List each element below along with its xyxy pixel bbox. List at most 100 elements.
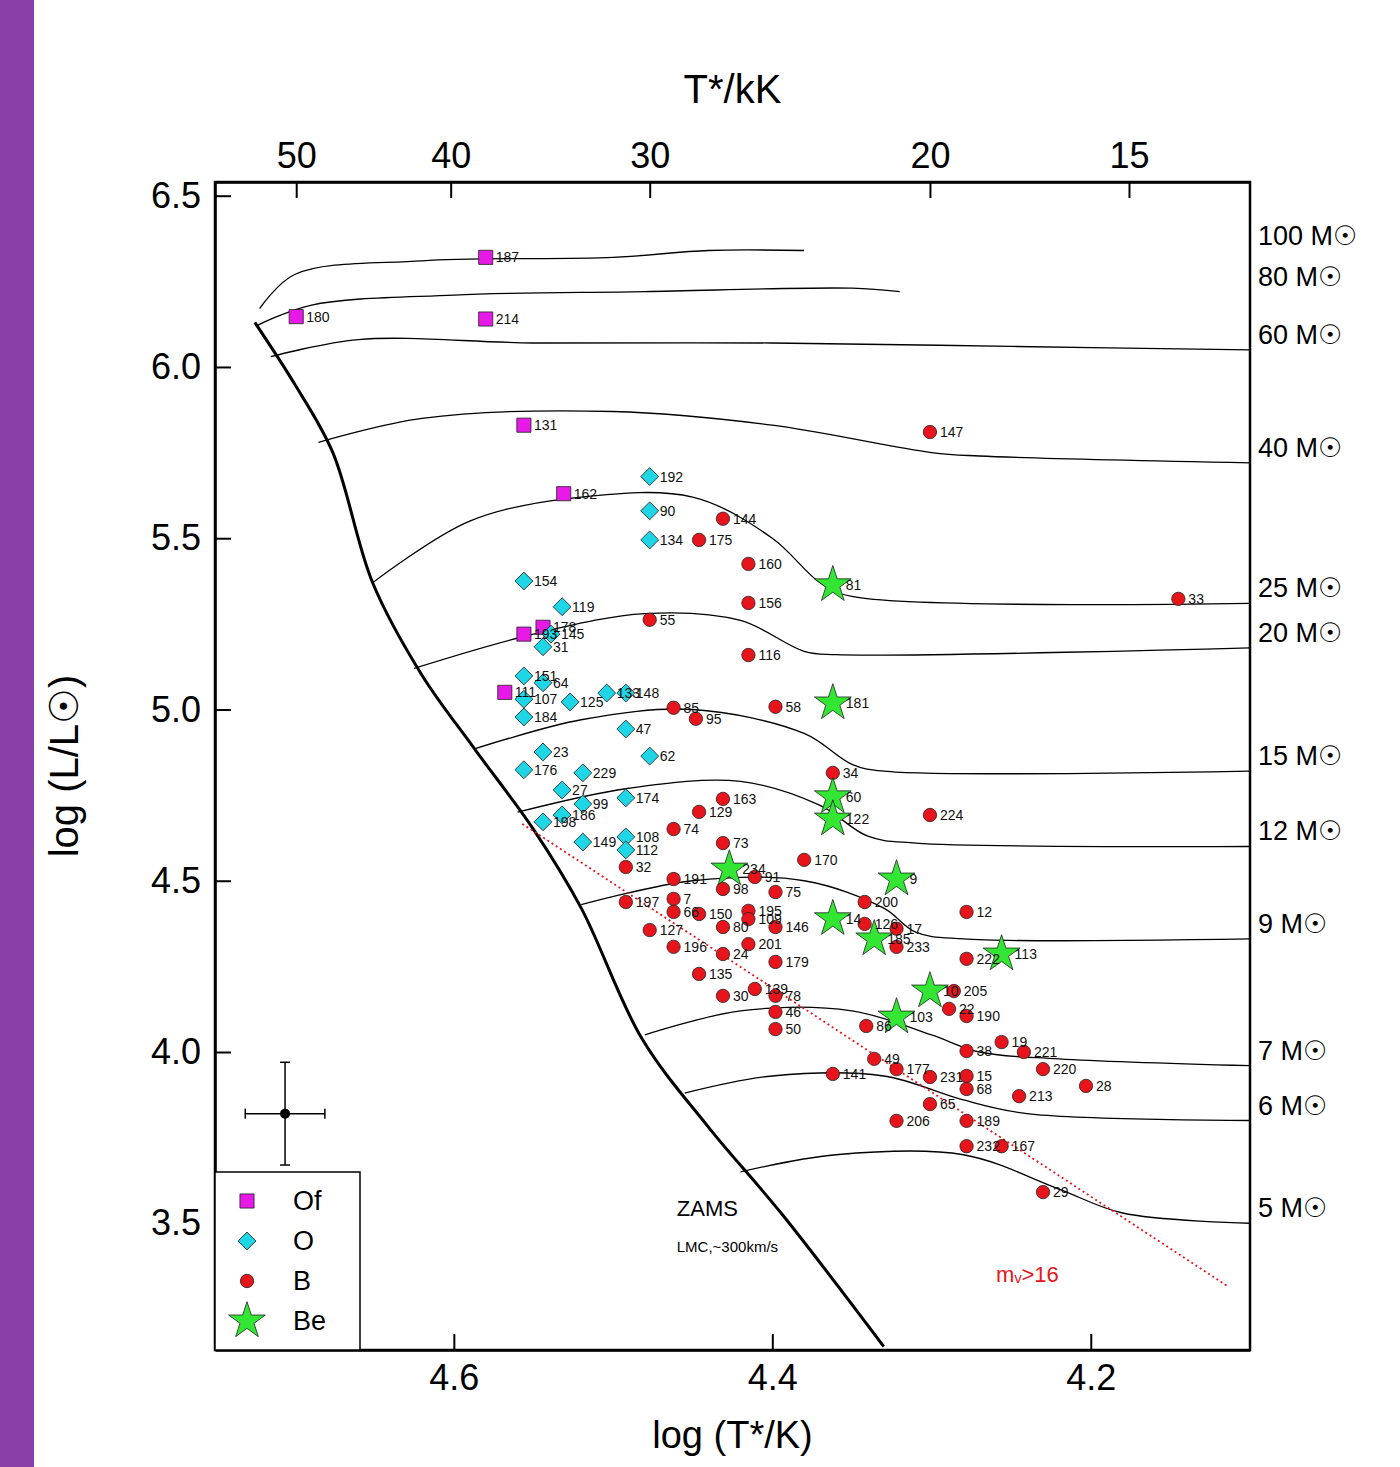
data-point (692, 533, 705, 546)
point-label: 147 (940, 424, 964, 440)
line-series (260, 250, 805, 309)
point-label: 31 (553, 639, 569, 655)
point-label: 74 (684, 821, 700, 837)
data-point (960, 1140, 973, 1153)
data-point (617, 720, 635, 738)
legend-box (215, 1172, 360, 1350)
data-point (1172, 592, 1185, 605)
data-point (515, 761, 533, 779)
point-label: 200 (875, 894, 899, 910)
line-series (740, 1151, 1250, 1223)
point-label: 146 (785, 919, 809, 935)
point-label: 19 (1012, 1034, 1028, 1050)
tick-mark (649, 182, 651, 198)
error-bar (245, 1062, 325, 1165)
point-label: 134 (660, 532, 684, 548)
point-label: 229 (593, 765, 617, 781)
tick-label: 3.5 (151, 1202, 201, 1243)
track-label: 40 M☉ (1258, 433, 1342, 463)
point-label: 112 (636, 842, 659, 858)
data-point (619, 860, 632, 873)
point-label: 196 (684, 939, 708, 955)
legend-symbol (238, 1232, 256, 1250)
x2-axis-title: T*/kK (684, 67, 782, 111)
tick-mark (215, 366, 231, 368)
point-label: 34 (843, 765, 859, 781)
tick-mark (450, 182, 452, 198)
track-label: 100 M☉ (1258, 221, 1357, 251)
point-label: 75 (785, 884, 801, 900)
line-series (373, 492, 1250, 604)
point-label: 192 (660, 469, 684, 485)
data-point (667, 822, 680, 835)
point-label: 205 (964, 983, 988, 999)
data-point (667, 892, 680, 905)
data-point (960, 1044, 973, 1057)
point-label: 10 (943, 983, 959, 999)
point-label: 174 (636, 790, 660, 806)
point-label: 47 (636, 721, 652, 737)
point-label: 32 (636, 859, 652, 875)
tick-label: 4.6 (429, 1357, 479, 1398)
data-point (617, 789, 635, 807)
data-point (716, 920, 729, 933)
track-label: 20 M☉ (1258, 618, 1342, 648)
point-label: 201 (758, 936, 782, 952)
point-label: 221 (1034, 1044, 1058, 1060)
point-label: 78 (785, 988, 801, 1004)
data-point (960, 905, 973, 918)
point-label: 80 (733, 919, 749, 935)
data-point (960, 952, 973, 965)
data-point (643, 923, 656, 936)
tick-label: 6.5 (151, 175, 201, 216)
track-label: 15 M☉ (1258, 741, 1342, 771)
point-label: 126 (875, 916, 899, 932)
point-label: 14 (846, 911, 862, 927)
point-label: 90 (660, 503, 676, 519)
point-label: 187 (496, 249, 520, 265)
data-point (742, 648, 755, 661)
data-point (890, 1114, 903, 1127)
data-point (769, 700, 782, 713)
point-label: 107 (534, 691, 558, 707)
data-point (574, 833, 592, 851)
legend-symbol (229, 1302, 266, 1337)
data-point (667, 872, 680, 885)
point-label: 28 (1096, 1078, 1112, 1094)
tick-label: 4.2 (1066, 1357, 1116, 1398)
data-point (641, 468, 659, 486)
point-label: 12 (977, 904, 993, 920)
tick-mark (215, 538, 231, 540)
tick: 4.5 (151, 860, 231, 901)
tick: 4.6 (429, 1334, 479, 1398)
data-point (1012, 1090, 1025, 1103)
data-point (641, 531, 659, 549)
data-point (553, 781, 571, 799)
tick: 4.0 (151, 1031, 231, 1072)
data-point (960, 1114, 973, 1127)
line-series (256, 288, 899, 326)
data-point (748, 982, 761, 995)
track-label: 12 M☉ (1258, 816, 1342, 846)
tick-label: 5.5 (151, 517, 201, 558)
line-series (475, 709, 1250, 774)
data-point (923, 425, 936, 438)
track-label: 9 M☉ (1258, 909, 1327, 939)
tick-label: 6.0 (151, 346, 201, 387)
point-label: 141 (843, 1066, 867, 1082)
point-label: 189 (977, 1113, 1001, 1129)
point-label: 58 (785, 699, 801, 715)
tick-label: 5.0 (151, 689, 201, 730)
point-label: 170 (814, 852, 838, 868)
tick-label: 15 (1109, 135, 1149, 176)
legend-label: Be (293, 1306, 326, 1336)
point-label: 127 (660, 922, 684, 938)
point-label: 122 (846, 811, 870, 827)
point-label: 91 (765, 869, 781, 885)
point-label: 116 (758, 647, 781, 663)
track-label: 7 M☉ (1258, 1036, 1327, 1066)
legend: OfOBBe (215, 1172, 360, 1350)
data-point (769, 955, 782, 968)
tick: 4.4 (748, 1334, 798, 1398)
point-label: 29 (1053, 1184, 1069, 1200)
